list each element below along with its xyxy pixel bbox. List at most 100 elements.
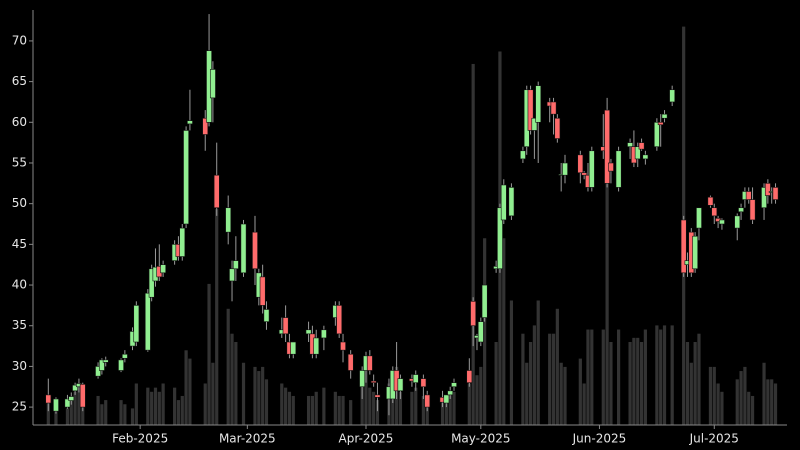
volume-bar — [739, 371, 743, 425]
candle-body — [144, 292, 151, 351]
volume-bar — [440, 400, 445, 425]
volume-bar — [662, 325, 667, 425]
candle-body — [225, 207, 232, 233]
candle-body — [68, 396, 75, 401]
volume-bar — [609, 342, 613, 425]
candle-body — [374, 394, 381, 398]
candle-body — [481, 284, 488, 318]
candle-body — [95, 366, 101, 377]
candle-body — [202, 117, 209, 135]
volume-bar — [494, 342, 498, 425]
candle-body — [696, 207, 702, 229]
candle-body — [232, 260, 239, 270]
y-tick-label: 60 — [12, 115, 27, 129]
candle-body — [412, 374, 419, 383]
volume-bar — [578, 358, 582, 425]
volume-bar — [548, 333, 552, 425]
candle-body — [53, 398, 59, 412]
candle-body — [451, 382, 457, 388]
volume-bar — [528, 342, 533, 425]
volume-bar — [291, 395, 295, 425]
candle-body — [497, 207, 503, 270]
volume-bar — [586, 329, 590, 425]
volume-bar — [735, 379, 739, 425]
volume-bar — [364, 362, 368, 425]
volume-bar — [173, 387, 177, 425]
candle-body — [562, 162, 568, 176]
volume-bar — [770, 379, 774, 425]
candle-body — [64, 398, 71, 408]
volume-bar — [333, 391, 337, 425]
candle-body — [336, 305, 343, 335]
candle-body — [466, 370, 473, 383]
volume-bar — [81, 400, 85, 425]
volume-bar — [287, 391, 292, 425]
x-tick-label: Apr-2025 — [339, 432, 394, 446]
volume-bar — [708, 366, 713, 425]
candle-body — [615, 150, 622, 188]
volume-bar — [483, 238, 487, 425]
candle-body — [447, 390, 454, 396]
volume-bar — [65, 408, 70, 425]
candle-body — [761, 187, 767, 209]
volume-bar — [410, 391, 414, 425]
volume-bar — [532, 325, 536, 425]
candle-body — [477, 321, 484, 343]
candle-body — [531, 117, 538, 131]
volume-bar — [452, 391, 456, 425]
candle-body — [313, 337, 320, 355]
volume-bar — [720, 391, 724, 425]
volume-bar — [559, 362, 563, 425]
volume-bar — [161, 383, 165, 425]
volume-bar — [104, 400, 108, 425]
candle-body — [642, 154, 649, 160]
candle-body — [121, 353, 128, 359]
volume-bar — [314, 391, 318, 425]
candle-body — [148, 268, 155, 298]
volume-bar — [475, 375, 479, 425]
volume-bar — [280, 383, 284, 425]
candle-body — [305, 329, 312, 335]
y-tick-label: 40 — [12, 278, 27, 292]
candle-body — [692, 235, 699, 270]
candle-body — [209, 69, 216, 99]
volume-bar — [134, 383, 138, 425]
volume-bar — [234, 342, 238, 425]
y-tick-label: 45 — [12, 237, 27, 251]
candle-body — [707, 196, 714, 206]
candle-body — [213, 174, 220, 209]
volume-bar — [697, 333, 701, 425]
x-tick-label: May-2025 — [451, 432, 510, 446]
volume-bar — [130, 408, 135, 425]
volume-bar — [349, 400, 353, 425]
volume-bar — [207, 283, 211, 425]
volume-bar — [96, 395, 100, 425]
candle-body — [669, 89, 676, 103]
volume-bar — [241, 362, 246, 425]
candle-body — [764, 183, 771, 196]
candle-body — [604, 109, 611, 184]
volume-bar — [77, 387, 81, 425]
candle-body — [719, 219, 725, 225]
volume-bar — [257, 371, 261, 425]
volume-bar — [123, 404, 127, 425]
candle-body — [608, 162, 614, 172]
candle-body — [340, 341, 346, 351]
volume-bar — [448, 391, 452, 425]
volume-bar — [54, 404, 58, 425]
volume-bar — [670, 325, 674, 425]
volume-bar — [203, 383, 207, 425]
volume-bar — [398, 391, 403, 425]
candle-body — [259, 276, 266, 306]
volume-bar — [322, 387, 326, 425]
candle-body — [79, 384, 86, 408]
candle-body — [183, 130, 189, 225]
volume-bar — [157, 391, 161, 425]
candle-body — [627, 142, 633, 148]
candle-body — [263, 309, 270, 322]
candle-body — [420, 378, 427, 388]
volume-bar — [421, 395, 425, 425]
candle-body — [179, 227, 186, 257]
y-tick-label: 25 — [12, 400, 27, 414]
volume-bar — [467, 383, 471, 425]
